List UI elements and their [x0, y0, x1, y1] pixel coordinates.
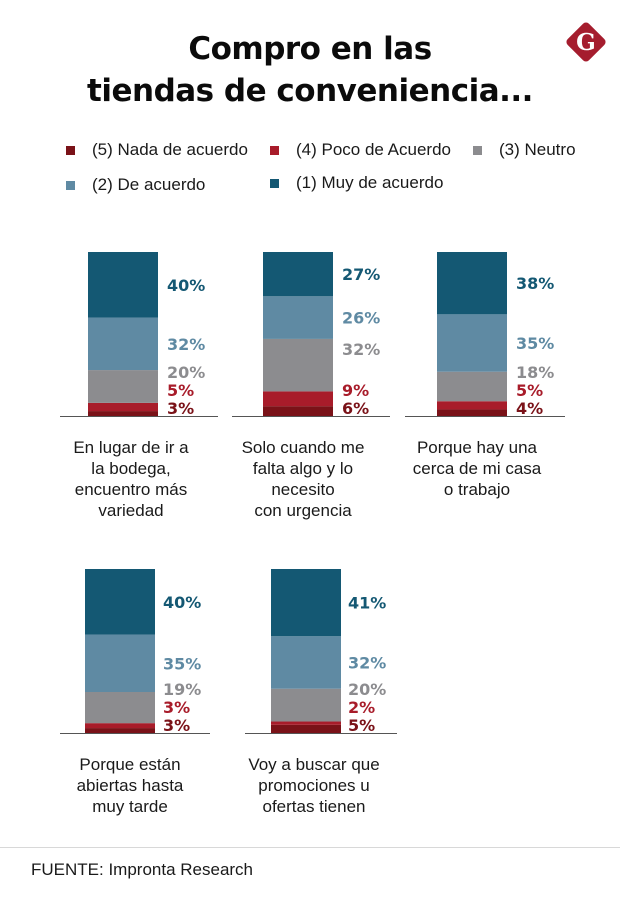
title-line-2: tiendas de conveniencia... — [87, 73, 533, 109]
legend-swatch — [270, 145, 279, 155]
bar-segment — [437, 371, 507, 402]
data-label: 5% — [167, 381, 194, 400]
category-label-line: con urgencia — [254, 501, 352, 520]
data-label: 32% — [342, 340, 380, 359]
legend-swatch — [66, 180, 75, 190]
category-label: En lugar de ir a la bodega, encuentro más v… — [41, 437, 221, 521]
data-label: 32% — [348, 653, 386, 672]
category-label: Porque están abiertas hasta muy tarde — [40, 754, 220, 817]
legend: (5) Nada de acuerdo (4) Poco de Acuerdo … — [0, 0, 620, 200]
legend-label: (1) Muy de acuerdo — [296, 173, 444, 192]
bar-segment — [437, 401, 507, 410]
legend-item-nada: (5) Nada de acuerdo — [66, 140, 248, 160]
legend-label: (4) Poco de Acuerdo — [296, 140, 451, 159]
source-note: FUENTE: Impronta Research — [31, 860, 254, 879]
category-label-line: cerca de mi casa — [412, 459, 542, 478]
data-label: 40% — [163, 593, 201, 612]
bar-segment — [85, 728, 155, 733]
data-label: 4% — [516, 399, 543, 418]
data-label: 26% — [342, 309, 380, 328]
data-label: 9% — [342, 381, 369, 400]
category-label-line: Voy a buscar que — [248, 755, 380, 774]
bar-segment — [88, 370, 158, 403]
data-label: 20% — [167, 363, 205, 382]
bar-segment — [437, 252, 507, 315]
bar-segment — [437, 409, 507, 416]
footer-divider — [0, 847, 620, 848]
legend-label: (3) Neutro — [499, 140, 576, 159]
title-line-1: Compro en las — [188, 31, 432, 67]
category-label-line: En lugar de ir a — [73, 438, 189, 457]
category-label-line: Porque están — [79, 755, 181, 774]
data-label: 18% — [516, 363, 554, 382]
legend-label: (2) De acuerdo — [92, 175, 206, 194]
data-label: 35% — [163, 654, 201, 673]
bar-segment — [263, 252, 333, 297]
bar-segment — [85, 692, 155, 724]
bar-segment — [263, 391, 333, 407]
bar-segment — [85, 723, 155, 729]
data-label: 3% — [163, 698, 190, 717]
category-label-line: la bodega, — [91, 459, 171, 478]
category-label-line: falta algo y lo — [252, 459, 354, 478]
category-label-line: variedad — [98, 501, 164, 520]
data-label: 6% — [342, 399, 369, 418]
bar-segment — [88, 411, 158, 416]
legend-item-muy-de-acuerdo: (1) Muy de acuerdo — [270, 173, 443, 193]
bar-segment — [271, 636, 341, 689]
data-label: 3% — [163, 716, 190, 735]
bar-segment — [85, 569, 155, 635]
data-label: 3% — [167, 399, 194, 418]
legend-item-poco: (4) Poco de Acuerdo — [270, 140, 451, 160]
bar-segment — [263, 296, 333, 339]
legend-item-de-acuerdo: (2) De acuerdo — [66, 175, 205, 195]
data-label: 35% — [516, 334, 554, 353]
category-label: Solo cuando me falta algo y lo necesito con… — [213, 437, 393, 521]
data-label: 41% — [348, 594, 386, 613]
bar-segment — [437, 314, 507, 372]
category-label-line: abiertas hasta — [76, 776, 184, 795]
legend-item-neutro: (3) Neutro — [473, 140, 576, 160]
legend-label: (5) Nada de acuerdo — [92, 140, 248, 159]
bar-segment — [271, 724, 341, 733]
data-label: 5% — [348, 716, 375, 735]
chart-title: Compro en las tiendas de conveniencia... — [0, 28, 620, 112]
data-label: 5% — [516, 381, 543, 400]
category-label-line: o trabajo — [443, 480, 511, 499]
category-label-line: promociones u — [258, 776, 370, 795]
category-label-line: Solo cuando me — [241, 438, 365, 457]
legend-swatch — [473, 145, 482, 155]
diamond-g-logo-icon: G — [566, 22, 606, 62]
data-label: 38% — [516, 274, 554, 293]
bar-segment — [263, 406, 333, 416]
category-label-line: Porque hay una — [416, 438, 538, 457]
legend-swatch — [270, 178, 279, 188]
bar-segment — [88, 252, 158, 318]
bar-segment — [85, 634, 155, 692]
bar-segment — [88, 317, 158, 371]
category-label-line: encuentro más — [74, 480, 188, 499]
category-label: Porque hay una cerca de mi casa o trabajo — [387, 437, 567, 500]
legend-swatch — [66, 145, 75, 155]
data-label: 32% — [167, 335, 205, 354]
category-label-line: ofertas tienen — [262, 797, 366, 816]
logo-letter: G — [576, 29, 596, 56]
data-label: 40% — [167, 276, 205, 295]
bar-segment — [271, 688, 341, 722]
data-label: 19% — [163, 680, 201, 699]
bar-segment — [271, 569, 341, 637]
bar-segment — [271, 721, 341, 725]
data-label: 2% — [348, 698, 375, 717]
bar-segment — [263, 338, 333, 392]
category-label-line: necesito — [271, 480, 335, 499]
bar-segment — [88, 402, 158, 412]
data-label: 20% — [348, 680, 386, 699]
data-label: 27% — [342, 265, 380, 284]
category-label-line: muy tarde — [92, 797, 168, 816]
category-label: Voy a buscar que promociones u ofertas tie… — [224, 754, 404, 817]
